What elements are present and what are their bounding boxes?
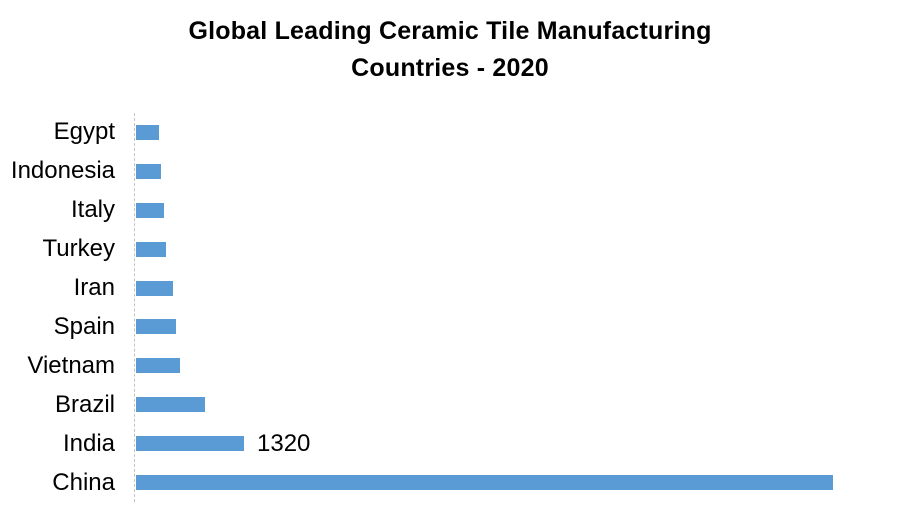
bar-row-brazil: Brazil [0, 385, 900, 424]
category-label-india: India [62, 429, 115, 457]
bar-vietnam [136, 358, 180, 374]
category-label-vietnam: Vietnam [27, 351, 115, 379]
bar-row-iran: Iran [0, 269, 900, 308]
bar-row-turkey: Turkey [0, 230, 900, 269]
bar-brazil [136, 397, 205, 413]
category-label-spain: Spain [53, 312, 115, 340]
bar-row-italy: Italy [0, 191, 900, 230]
bar-row-indonesia: Indonesia [0, 152, 900, 191]
category-label-egypt: Egypt [53, 118, 115, 146]
plot-area: Egypt Indonesia Italy Turkey Iran Spain Vietna… [0, 113, 900, 502]
bar-italy [136, 202, 164, 218]
bar-turkey [136, 241, 166, 257]
chart-title-line-2: Countries - 2020 [351, 54, 549, 82]
chart-title-line-1: Global Leading Ceramic Tile Manufacturin… [188, 17, 712, 45]
category-label-indonesia: Indonesia [10, 157, 115, 185]
bar-row-india: India 1320 [0, 424, 900, 463]
bar-china [136, 475, 833, 491]
category-label-iran: Iran [73, 274, 115, 302]
bar-india [136, 436, 244, 452]
category-label-turkey: Turkey [42, 235, 115, 263]
bar-egypt [136, 124, 159, 140]
bar-row-china: China [0, 463, 900, 502]
category-label-italy: Italy [70, 196, 115, 224]
y-axis-line [134, 113, 135, 502]
bar-iran [136, 280, 173, 296]
category-label-brazil: Brazil [54, 390, 115, 418]
bar-indonesia [136, 163, 161, 179]
category-label-china: China [52, 468, 115, 496]
bar-spain [136, 319, 176, 335]
bar-row-spain: Spain [0, 308, 900, 347]
bar-row-vietnam: Vietnam [0, 346, 900, 385]
bar-row-egypt: Egypt [0, 113, 900, 152]
chart-title: Global Leading Ceramic Tile Manufacturin… [0, 13, 900, 87]
bar-rows: Egypt Indonesia Italy Turkey Iran Spain Vietna… [0, 113, 900, 502]
data-label-india: 1320 [257, 429, 311, 457]
